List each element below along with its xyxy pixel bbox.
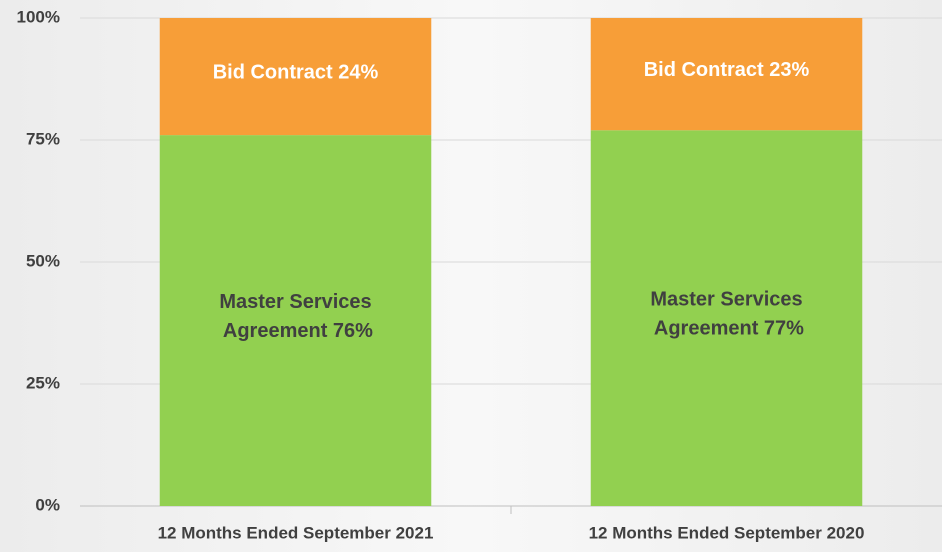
bar-segment <box>159 18 432 136</box>
y-tick-label: 75% <box>26 129 60 148</box>
data-label: Master Services Agreement 76% <box>218 291 373 342</box>
data-label: Bid Contract 23% <box>644 59 810 81</box>
bar-segment <box>590 130 863 507</box>
bar-segment <box>159 135 432 506</box>
x-tick-label: 12 Months Ended September 2020 <box>589 523 865 542</box>
x-tick-label: 12 Months Ended September 2021 <box>158 523 434 542</box>
data-label: Bid Contract 24% <box>213 62 379 84</box>
bar-segment <box>590 18 863 131</box>
y-tick-label: 100% <box>17 7 60 26</box>
y-tick-label: 0% <box>35 495 60 514</box>
y-tick-label: 25% <box>26 373 60 392</box>
data-label: Master Services Agreement 77% <box>649 289 804 340</box>
y-tick-label: 50% <box>26 251 60 270</box>
